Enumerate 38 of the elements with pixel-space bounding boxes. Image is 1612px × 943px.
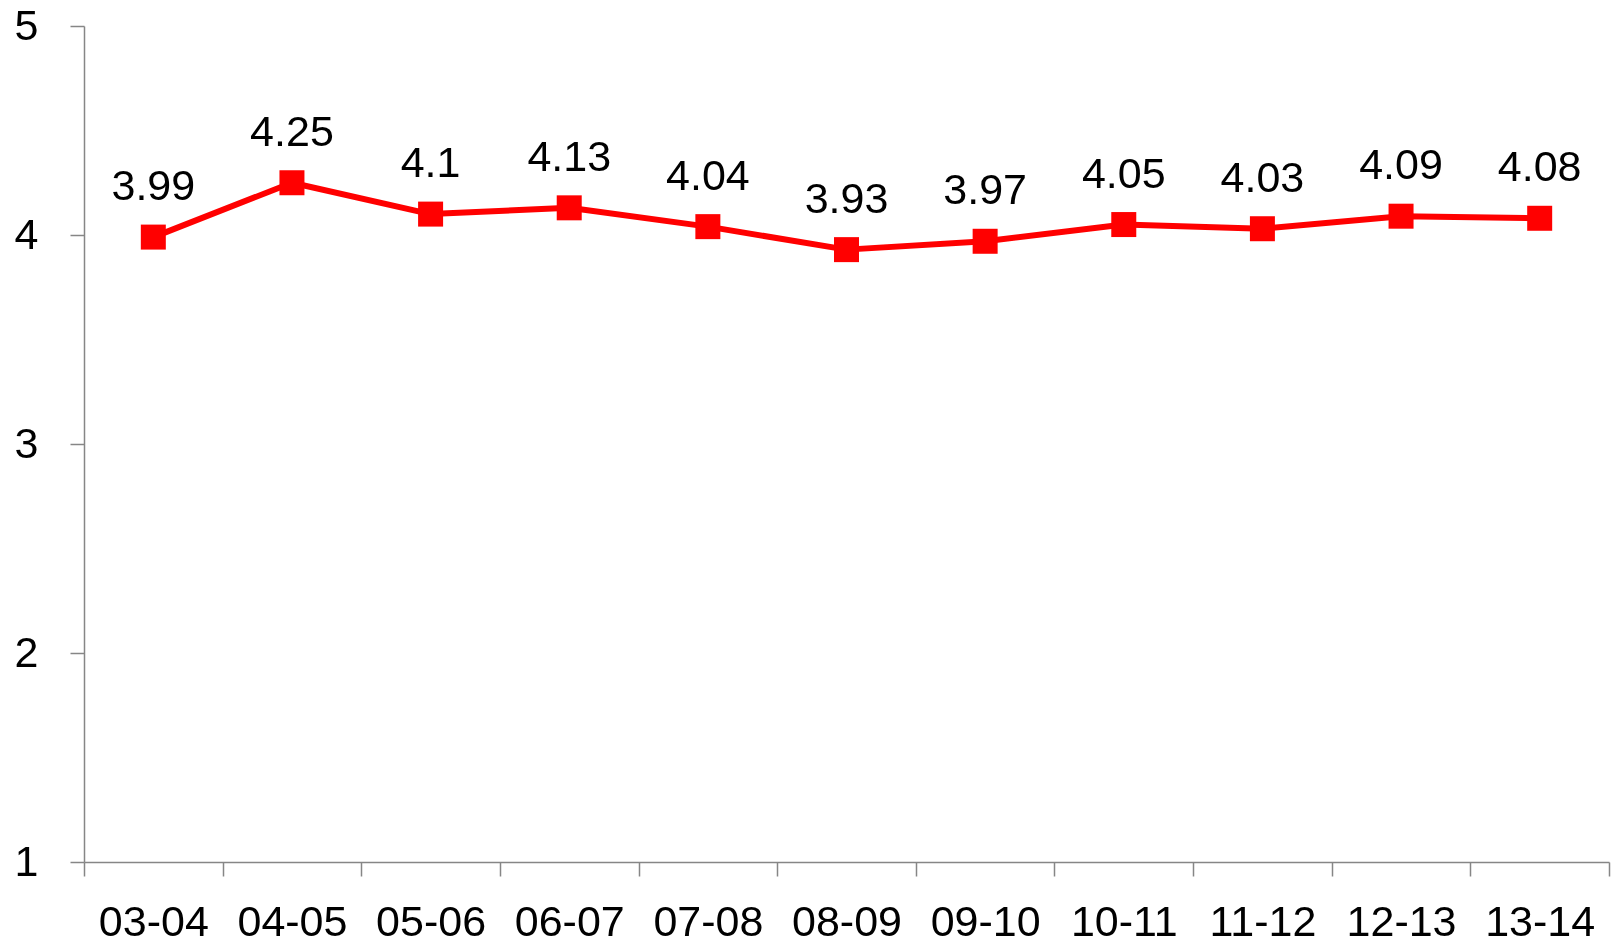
data-label: 4.13 (527, 131, 612, 180)
x-tick-label: 04-05 (237, 896, 348, 943)
data-label: 4.04 (666, 150, 750, 199)
y-tick-label: 2 (14, 627, 39, 676)
point (1527, 205, 1553, 231)
x-tick-label: 06-07 (514, 896, 625, 943)
data-label: 3.93 (804, 173, 889, 222)
data-label: 4.08 (1497, 142, 1582, 191)
data-label: 4.25 (250, 106, 334, 155)
x-tick-label: 07-08 (653, 896, 764, 943)
point (418, 201, 444, 227)
y-tick-label: 5 (14, 0, 39, 49)
point (834, 237, 859, 263)
point (972, 228, 998, 254)
x-tick-label: 11-12 (1209, 896, 1317, 943)
point (556, 195, 582, 221)
data-label: 3.99 (111, 161, 196, 210)
point (1111, 212, 1137, 238)
x-tick-label: 03-04 (98, 896, 209, 943)
point (1388, 203, 1414, 229)
x-tick-label: 09-10 (930, 896, 1041, 943)
point (279, 170, 305, 196)
data-label: 4.03 (1220, 152, 1305, 201)
data-label: 4.05 (1081, 148, 1166, 197)
data-label: 4.09 (1359, 140, 1443, 189)
y-tick-label: 4 (14, 209, 39, 258)
x-tick-label: 13-14 (1485, 896, 1596, 943)
point (140, 224, 166, 250)
x-tick-label: 10-11 (1070, 896, 1178, 943)
point (1249, 216, 1275, 242)
data-label: 3.97 (943, 165, 1027, 214)
x-tick-label: 08-09 (792, 896, 902, 943)
y-tick-label: 3 (14, 418, 39, 467)
data-label: 4.1 (400, 138, 461, 187)
x-tick-label: 05-06 (376, 896, 487, 943)
y-tick-label: 1 (14, 836, 39, 885)
x-tick-label: 12-13 (1346, 896, 1457, 943)
point (695, 214, 721, 240)
